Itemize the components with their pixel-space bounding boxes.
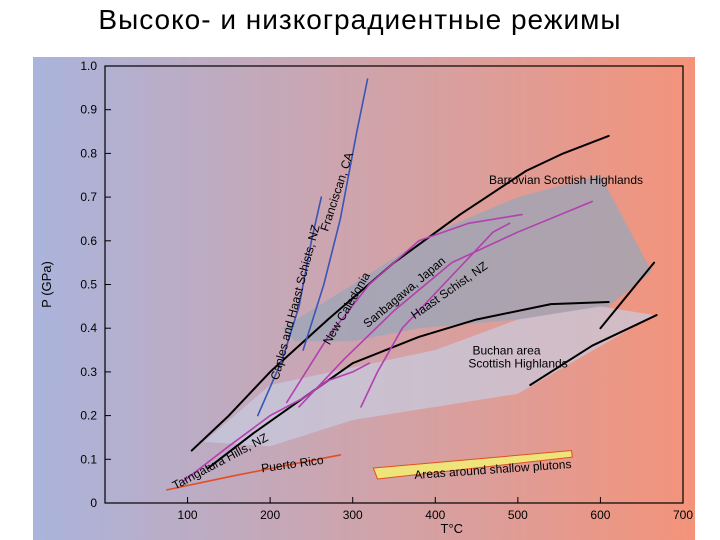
y-tick-label: 0.7 <box>80 190 97 204</box>
x-tick-label: 400 <box>425 508 445 522</box>
y-tick-label: 0.4 <box>80 321 97 335</box>
y-tick-label: 0.2 <box>80 409 97 423</box>
x-tick-label: 200 <box>260 508 280 522</box>
y-tick-label: 0.1 <box>80 452 97 466</box>
y-tick-label: 0.9 <box>80 103 97 117</box>
annotation-barrovian-scottish-highlands: Barrovian Scottish Highlands <box>489 173 643 187</box>
y-axis-label: P (GPa) <box>39 261 54 308</box>
series-haast-schist-nz <box>298 200 593 408</box>
series-puerto-rico <box>166 454 342 491</box>
series-tarngatura-hills-nz <box>182 362 371 482</box>
x-tick-label: 700 <box>673 508 693 522</box>
series-barrovian-right-boundary <box>599 261 656 330</box>
page-title: Высоко- и низкоградиентные режимы <box>98 4 622 35</box>
x-tick-label: 300 <box>343 508 363 522</box>
field-areas <box>204 175 655 480</box>
y-tick-label: 0.6 <box>80 234 97 248</box>
y-tick-label: 0.8 <box>80 146 97 160</box>
area-barrovian-scottish-highlands <box>282 175 652 342</box>
annotation-scottish-highlands: Scottish Highlands <box>468 357 567 371</box>
axis-ticks: 100 200 300 400 500 600 700 0 0.1 0.2 0.3 0.4 0.5 0.6… <box>80 59 693 522</box>
x-tick-label: 600 <box>590 508 610 522</box>
area-areas-around-shallow-plutons <box>372 450 573 480</box>
y-tick-label: 0.3 <box>80 365 97 379</box>
y-tick-label: 0.5 <box>80 278 97 292</box>
series-barrovian-lower-boundary <box>207 300 610 470</box>
x-tick-label: 500 <box>508 508 528 522</box>
x-tick-label: 100 <box>178 508 198 522</box>
series-new-caledonia <box>360 222 511 408</box>
annotation-buchan-area: Buchan area <box>472 343 540 357</box>
series-buchan-lower-boundary <box>529 314 658 387</box>
series-sanbagawa-japan <box>285 213 523 404</box>
area-buchan-area-scottish-highlands <box>204 306 655 447</box>
series-caples-and-haast-schists-nz <box>256 196 323 417</box>
y-tick-label: 1.0 <box>80 59 97 73</box>
series-franciscan-ca <box>302 78 369 351</box>
x-axis-label: T°C <box>441 521 464 536</box>
chart-series <box>166 78 658 491</box>
pt-diagram: 100 200 300 400 500 600 700 0 0.1 0.2 0.3 0.4 0.5 0.6… <box>33 57 695 540</box>
y-tick-label: 0 <box>90 496 97 510</box>
